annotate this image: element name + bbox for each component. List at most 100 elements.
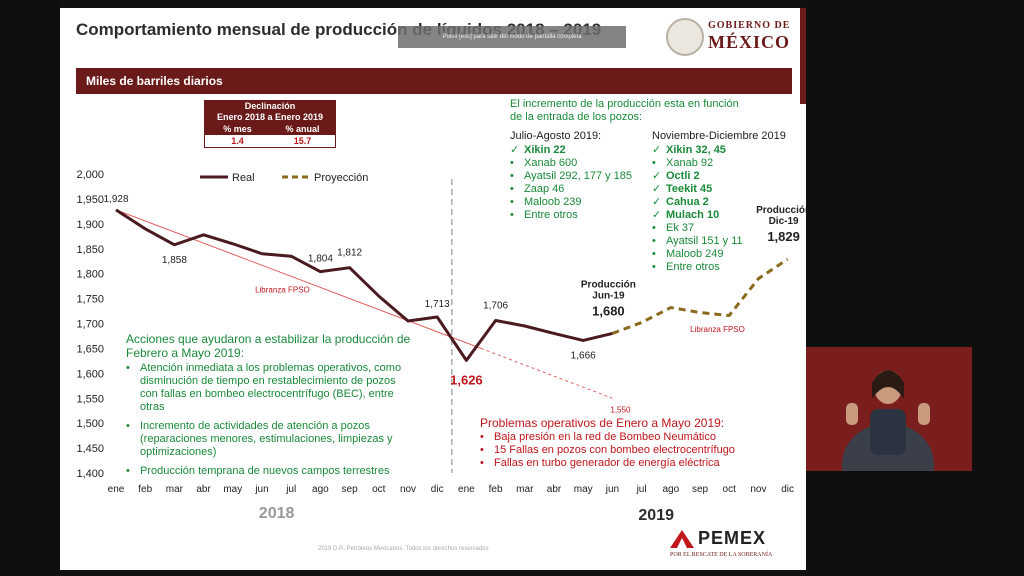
check-icon: ✓ — [652, 183, 662, 195]
production-annotation: 1,829 — [767, 229, 800, 244]
sign-language-interpreter-video — [806, 347, 972, 471]
header-accent-rule — [800, 8, 806, 104]
acciones-item: • Atención inmediata a los problemas oper… — [126, 362, 416, 414]
x-tick-label: jul — [636, 484, 647, 495]
y-tick-label: 1,750 — [76, 294, 104, 306]
production-annotation: Jun-19 — [592, 290, 625, 301]
y-tick-label: 1,850 — [76, 244, 104, 256]
x-tick-label: oct — [723, 484, 737, 495]
well-item: • Xanab 600 — [510, 157, 650, 170]
y-tick-label: 1,500 — [76, 418, 104, 430]
bullet-icon: • — [126, 362, 130, 374]
well-name: Maloob 249 — [666, 248, 724, 260]
check-icon: ✓ — [652, 196, 662, 208]
x-tick-label: ago — [662, 484, 679, 495]
x-tick-label: jun — [605, 484, 619, 495]
year-label-2018: 2018 — [259, 505, 295, 522]
well-item: ✓ Xikin 32, 45 — [652, 144, 802, 157]
well-name: Mulach 10 — [666, 209, 720, 221]
interpreter-figure — [842, 370, 934, 471]
x-tick-label: feb — [489, 484, 503, 495]
y-tick-label: 1,700 — [76, 319, 104, 331]
well-name: Cahua 2 — [666, 196, 709, 208]
well-name: Octli 2 — [666, 170, 700, 182]
noviembre-diciembre-list: Noviembre-Diciembre 2019 ✓ Xikin 32, 45 • X… — [652, 130, 802, 274]
well-item: ✓ Cahua 2 — [652, 196, 802, 209]
production-line-chart: 1,400 1,450 1,500 1,550 1,600 1,650 1,700 1,750… — [76, 169, 806, 524]
production-annotation: Producción — [581, 279, 636, 290]
x-tick-label: mar — [516, 484, 534, 495]
acciones-item: • Producción temprana de nuevos campos te… — [126, 465, 416, 478]
incremento-header: El incremento de la producción esta en f… — [510, 98, 739, 123]
series-line-real — [115, 208, 613, 362]
y-axis: 1,400 1,450 1,500 1,550 1,600 1,650 1,700 1,750… — [76, 169, 453, 480]
acciones-item-text: Incremento de actividades de atención a … — [140, 420, 393, 458]
x-tick-label: sep — [692, 484, 709, 495]
well-name: Entre otros — [524, 209, 578, 221]
x-tick-label: oct — [372, 484, 386, 495]
x-tick-label: dic — [431, 484, 444, 495]
x-tick-label: may — [574, 484, 593, 495]
y-tick-label: 1,900 — [76, 219, 104, 231]
well-item: • Ayatsil 151 y 11 — [652, 235, 802, 248]
production-annotation: Producción — [756, 205, 806, 216]
bullet-icon: • — [126, 465, 130, 477]
well-item: • Ayatsil 292, 177 y 185 — [510, 170, 650, 183]
decl-header-row: % mes % anual — [205, 123, 335, 135]
units-bar: Miles de barriles diarios — [76, 68, 792, 94]
video-letterbox-left — [0, 0, 60, 576]
x-tick-label: nov — [400, 484, 416, 495]
x-axis: ene feb mar abr may jun jul ago sep oct nov dic ene f… — [108, 484, 794, 524]
x-tick-label: jul — [285, 484, 296, 495]
well-name: Teekit 45 — [666, 183, 713, 195]
production-annotation: Dic-19 — [769, 216, 799, 227]
pemex-slogan: POR EL RESCATE DE LA SOBERANÍA — [670, 552, 773, 558]
series-line-proyección — [611, 257, 789, 335]
copyright-footer: 2019 D.R. Petróleos Mexicanos. Todos los… — [318, 546, 489, 552]
data-label: 1,626 — [450, 372, 483, 387]
data-label: 1,812 — [337, 248, 362, 259]
well-name: Xanab 600 — [524, 157, 578, 169]
data-label: 1,858 — [162, 255, 187, 266]
julio-agosto-title: Julio-Agosto 2019: — [510, 130, 602, 142]
well-name: Xikin 22 — [524, 144, 566, 156]
acciones-item: • Incremento de actividades de atención a… — [126, 420, 416, 459]
data-label: 1,804 — [308, 254, 333, 265]
well-item: ✓ Mulach 10 — [652, 209, 802, 222]
gobierno-mexico-logo: GOBIERNO DE MÉXICO — [666, 16, 796, 56]
production-annotation: 1,680 — [592, 303, 625, 318]
problemas-header: Problemas operativos de Enero a Mayo 201… — [480, 416, 725, 430]
well-name: Maloob 239 — [524, 196, 582, 208]
well-name: Ek 37 — [666, 222, 695, 234]
x-tick-label: ago — [312, 484, 329, 495]
problemas-block: Problemas operativos de Enero a Mayo 201… — [480, 416, 760, 470]
bullet-icon: • — [480, 444, 484, 456]
bullet-icon: • — [510, 196, 514, 208]
legend-label-real: Real — [232, 172, 255, 184]
well-item: ✓ Teekit 45 — [652, 183, 802, 196]
well-item: • Entre otros — [510, 209, 650, 222]
well-name: Ayatsil 151 y 11 — [666, 235, 743, 247]
check-icon: ✓ — [652, 170, 662, 182]
x-tick-label: abr — [547, 484, 562, 495]
bullet-icon: • — [652, 248, 656, 260]
well-name: Ayatsil 292, 177 y 185 — [524, 170, 633, 182]
acciones-list: • Atención inmediata a los problemas oper… — [126, 362, 416, 478]
y-tick-label: 1,800 — [76, 269, 104, 281]
problemas-item-text: Fallas en turbo generador de energía elé… — [494, 457, 720, 469]
bullet-icon: • — [510, 183, 514, 195]
y-tick-label: 1,950 — [76, 194, 104, 206]
bullet-icon: • — [480, 457, 484, 469]
x-tick-label: feb — [138, 484, 152, 495]
check-icon: ✓ — [652, 209, 662, 221]
well-item: ✓ Xikin 22 — [510, 144, 650, 157]
x-tick-label: abr — [196, 484, 211, 495]
x-tick-label: nov — [750, 484, 766, 495]
bullet-icon: • — [510, 157, 514, 169]
well-name: Zaap 46 — [524, 183, 565, 195]
y-tick-label: 1,450 — [76, 443, 104, 455]
pemex-flame-icon — [670, 530, 694, 548]
well-item: • Maloob 239 — [510, 196, 650, 209]
noviembre-diciembre-title: Noviembre-Diciembre 2019 — [652, 130, 786, 142]
video-letterbox-right — [806, 0, 1024, 576]
